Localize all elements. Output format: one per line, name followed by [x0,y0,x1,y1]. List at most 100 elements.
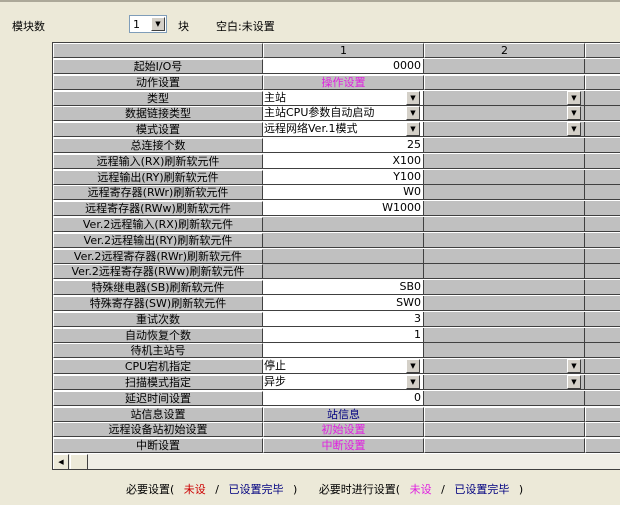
select-field[interactable]: ▼ [424,359,585,375]
legend-slash: / [441,483,445,496]
value-field-disabled [424,59,585,74]
table-row: 起始I/O号 0000 [53,59,620,75]
value-field-disabled [263,248,424,264]
module-count-select[interactable]: 1 ▼ [129,15,167,33]
select-field[interactable]: 主站CPU参数自动启动 ▼ [263,106,424,122]
row-label: 特殊继电器(SB)刷新软元件 [53,280,263,296]
value-field-col3 [585,169,620,185]
value-field-col3 [585,106,620,122]
select-value: 主站CPU参数自动启动 [264,106,375,120]
scroll-left-icon[interactable]: ◀ [53,454,69,469]
select-value: 异步 [264,375,286,388]
setting-button[interactable]: 初始设置 [263,422,424,438]
value-field-disabled [424,327,585,343]
value-field[interactable]: W0 [263,185,424,201]
chevron-down-icon[interactable]: ▼ [567,90,581,105]
horizontal-scrollbar[interactable]: ◀ [53,454,620,469]
chevron-down-icon[interactable]: ▼ [567,122,581,137]
value-field[interactable]: 0 [263,390,424,406]
value-field[interactable]: Y100 [263,169,424,185]
select-field[interactable]: 主站 ▼ [263,90,424,106]
chevron-down-icon[interactable]: ▼ [406,90,420,105]
table-row: 待机主站号 [53,343,620,359]
row-label: 重试次数 [53,311,263,327]
value-field-col3 [585,311,620,327]
table-row: 自动恢复个数 1 [53,327,620,344]
table-row: CPU宕机指定 停止 ▼ ▼ [53,359,620,375]
table-row: 扫描模式指定 异步 ▼ ▼ [53,375,620,391]
row-label: 起始I/O号 [53,59,263,74]
value-field-col3 [585,280,620,296]
value-field-disabled [424,296,585,311]
select-field[interactable]: ▼ [424,90,585,106]
row-label: 远程寄存器(RWw)刷新软元件 [53,201,263,217]
setting-button-disabled [424,74,585,90]
value-field[interactable]: SW0 [263,296,424,311]
chevron-down-icon[interactable]: ▼ [406,122,420,137]
column-header-1[interactable]: 1 [263,43,424,58]
legend-done-optional: 已设置完毕 [454,483,510,496]
chevron-down-icon[interactable]: ▼ [406,106,420,121]
value-field[interactable]: SB0 [263,280,424,296]
setting-button[interactable]: 站信息 [263,406,424,422]
setting-button[interactable]: 操作设置 [263,74,424,90]
value-field-col3 [585,438,620,454]
select-field[interactable]: 停止 ▼ [263,359,424,375]
chevron-down-icon[interactable]: ▼ [567,359,581,374]
header-row: 1 2 [53,43,620,59]
value-field-disabled [424,169,585,185]
row-label: 中断设置 [53,438,263,454]
row-label: 站信息设置 [53,406,263,422]
value-field[interactable]: X100 [263,153,424,169]
value-field-col3 [585,264,620,280]
legend-unset-required: 未设 [183,483,206,496]
chevron-down-icon[interactable]: ▼ [406,359,420,374]
value-field-disabled [424,153,585,169]
parameter-grid: 1 2 起始I/O号 0000 动作设置 操作设置 类型 主站 ▼ ▼ 数据链接类型 主站CPU参… [52,42,620,470]
row-label: 远程设备站初始设置 [53,422,263,438]
value-field-disabled [424,343,585,359]
value-field-disabled [424,311,585,327]
legend-done-required: 已设置完毕 [228,483,284,496]
column-header-2[interactable]: 2 [424,43,585,58]
scroll-thumb[interactable] [70,454,88,469]
row-label: 动作设置 [53,74,263,90]
select-field[interactable]: 异步 ▼ [263,375,424,390]
column-header-3[interactable] [585,43,620,58]
row-label: 远程输出(RY)刷新软元件 [53,169,263,185]
value-field[interactable] [263,343,424,359]
value-field-disabled [263,217,424,232]
chevron-down-icon[interactable]: ▼ [151,17,165,31]
value-field-col3 [585,90,620,106]
value-field-col3 [585,390,620,406]
legend-close: ) [293,483,298,496]
value-field[interactable]: 1 [263,327,424,343]
value-field-col3 [585,59,620,74]
module-count-value: 1 [133,18,140,31]
table-row: Ver.2远程寄存器(RWw)刷新软元件 [53,264,620,280]
value-field[interactable]: 3 [263,311,424,327]
chevron-down-icon[interactable]: ▼ [567,106,581,121]
setting-button-disabled [424,406,585,422]
select-field[interactable]: ▼ [424,375,585,390]
legend-close: ) [518,483,524,496]
table-row: 远程寄存器(RWr)刷新软元件 W0 [53,185,620,201]
setting-button-disabled [424,422,585,438]
value-field-col3 [585,138,620,153]
legend-required: 必要设置( [126,483,175,496]
setting-button[interactable]: 中断设置 [263,438,424,454]
chevron-down-icon[interactable]: ▼ [406,375,420,389]
select-field[interactable]: ▼ [424,122,585,138]
row-label: 类型 [53,90,263,106]
row-label: Ver.2远程输出(RY)刷新软元件 [53,232,263,248]
select-field[interactable]: ▼ [424,106,585,122]
value-field[interactable]: 25 [263,138,424,153]
value-field-disabled [424,248,585,264]
value-field-col3 [585,122,620,138]
select-field[interactable]: 远程网络Ver.1模式 ▼ [263,122,424,138]
row-label: 延迟时间设置 [53,390,263,406]
select-value: 停止 [264,359,286,373]
value-field[interactable]: W1000 [263,201,424,217]
value-field[interactable]: 0000 [263,59,424,74]
chevron-down-icon[interactable]: ▼ [567,375,581,389]
